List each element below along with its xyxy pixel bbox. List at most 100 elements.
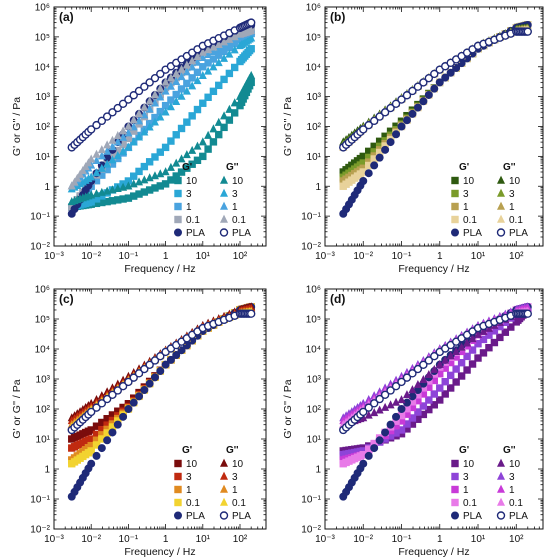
legend-marker-loss xyxy=(219,484,229,493)
legend-marker-loss xyxy=(219,511,229,520)
x-tick-label: 10¹ xyxy=(471,534,486,545)
data-point xyxy=(413,364,423,374)
y-tick-label: 10² xyxy=(36,405,51,416)
data-point xyxy=(359,125,368,134)
x-tick-label: 1 xyxy=(437,251,443,262)
data-point xyxy=(436,384,444,392)
data-point xyxy=(151,153,159,161)
data-point xyxy=(430,364,439,373)
data-point xyxy=(108,155,117,164)
x-tick-label: 1 xyxy=(437,534,443,545)
y-axis-label: G' or G'' / Pa xyxy=(282,97,294,156)
legend-marker-storage xyxy=(174,511,182,520)
data-point xyxy=(386,400,395,409)
data-point xyxy=(73,173,82,182)
data-point xyxy=(375,436,384,445)
data-point xyxy=(424,90,433,99)
data-point xyxy=(97,145,106,154)
data-point xyxy=(150,90,159,99)
legend-marker-loss xyxy=(496,201,506,210)
data-point xyxy=(87,172,96,181)
y-tick-label: 10⁻¹ xyxy=(30,495,50,506)
data-point xyxy=(397,377,406,387)
data-point xyxy=(230,98,239,107)
series-loss-0p1 xyxy=(67,25,256,190)
y-tick-label: 10⁻² xyxy=(301,525,321,536)
x-tick-label: 10¹ xyxy=(196,534,211,545)
legend-marker-storage xyxy=(174,215,182,224)
data-point xyxy=(92,149,101,158)
data-point xyxy=(370,408,379,417)
y-tick-label: 10² xyxy=(307,405,322,416)
data-point xyxy=(188,81,197,90)
data-point xyxy=(118,381,128,391)
data-point xyxy=(172,351,181,360)
legend-label-storage: 10 xyxy=(186,176,198,187)
data-point xyxy=(230,63,239,72)
data-point xyxy=(193,68,202,77)
data-point xyxy=(430,69,439,79)
data-point xyxy=(188,56,197,65)
legend-marker-loss xyxy=(496,471,506,480)
data-point xyxy=(97,399,107,408)
legend-marker-storage xyxy=(174,176,182,185)
series-loss-3 xyxy=(67,33,256,193)
legend-marker-storage xyxy=(451,176,459,185)
y-tick-label: 10² xyxy=(307,122,322,133)
y-tick-label: 10⁶ xyxy=(306,3,321,14)
legend-marker-loss xyxy=(219,458,229,467)
data-point xyxy=(129,122,138,131)
data-point xyxy=(156,148,164,156)
data-point xyxy=(474,354,482,362)
data-point xyxy=(220,53,229,62)
data-point xyxy=(386,420,395,429)
data-point xyxy=(364,120,373,130)
data-point xyxy=(150,73,160,83)
data-point xyxy=(140,82,149,91)
x-tick-label: 10² xyxy=(233,534,248,545)
series-storage-3 xyxy=(339,21,532,181)
y-tick-label: 10⁶ xyxy=(35,285,50,296)
legend-label-storage: PLA xyxy=(186,511,205,522)
data-point xyxy=(435,359,444,368)
legend-label-loss: PLA xyxy=(509,511,528,522)
data-point xyxy=(204,145,212,153)
data-point xyxy=(215,130,223,139)
y-axis-label: G' or G'' / Pa xyxy=(11,97,23,156)
data-point xyxy=(446,351,455,360)
data-point xyxy=(84,158,93,167)
data-point xyxy=(370,444,379,453)
data-point xyxy=(177,168,186,176)
data-point xyxy=(193,76,202,85)
legend-marker-storage xyxy=(174,472,182,481)
y-tick-label: 10³ xyxy=(36,375,51,386)
x-tick-label: 10⁻³ xyxy=(44,251,64,262)
y-tick-label: 10⁻² xyxy=(30,242,50,253)
data-point xyxy=(369,116,379,126)
data-point xyxy=(225,116,234,124)
legend-label-loss: PLA xyxy=(509,228,528,239)
data-point xyxy=(108,108,117,117)
data-point xyxy=(402,91,412,100)
data-point xyxy=(424,369,433,378)
y-tick-label: 10⁻² xyxy=(30,525,50,536)
data-point xyxy=(370,161,379,170)
data-point xyxy=(386,138,395,147)
data-point xyxy=(419,78,428,87)
data-point xyxy=(225,49,234,58)
data-point xyxy=(183,118,191,126)
data-point xyxy=(204,130,213,139)
legend-label-storage: 1 xyxy=(463,202,469,213)
data-point xyxy=(119,182,128,191)
data-point xyxy=(230,45,239,54)
data-point xyxy=(92,155,101,164)
data-point xyxy=(167,176,175,184)
series-loss-PLA xyxy=(67,18,256,152)
legend: G' G'' 10 10 3 3 1 1 0.1 0.1 PLA PLA xyxy=(451,162,528,239)
data-point xyxy=(166,162,175,171)
data-point xyxy=(129,373,138,382)
data-point xyxy=(92,168,101,177)
legend-label-storage: 0.1 xyxy=(463,498,477,509)
data-point xyxy=(124,377,133,387)
x-tick-label: 10⁻¹ xyxy=(392,251,412,262)
